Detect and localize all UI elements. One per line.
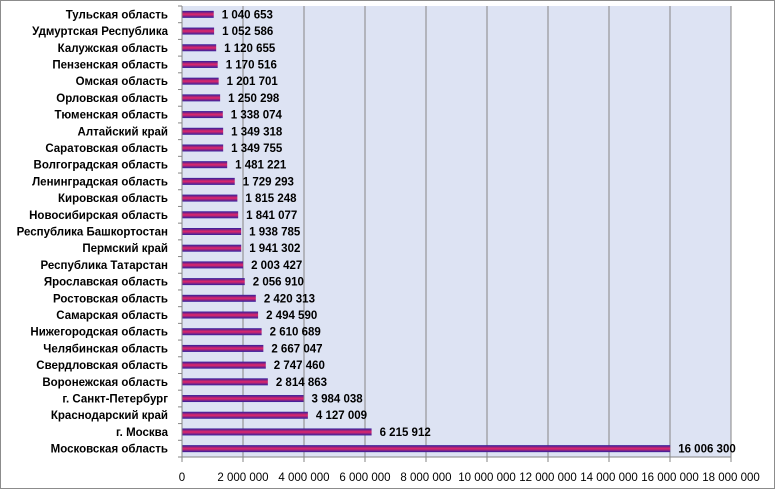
bar bbox=[182, 161, 228, 169]
x-tick-label: 0 bbox=[179, 472, 185, 484]
data-label: 1 841 077 bbox=[246, 210, 297, 222]
data-label: 1 941 302 bbox=[249, 243, 300, 255]
data-label: 1 729 293 bbox=[243, 176, 294, 188]
category-label: Московская область bbox=[51, 444, 168, 456]
category-label: Воронежская область bbox=[42, 377, 168, 389]
x-tick-label: 6 000 000 bbox=[339, 472, 390, 484]
category-label: Самарская область bbox=[56, 310, 168, 322]
x-tick-label: 4 000 000 bbox=[278, 472, 329, 484]
category-label: Саратовская область bbox=[45, 143, 168, 155]
category-label: Тульская область bbox=[66, 9, 168, 21]
data-label: 1 481 221 bbox=[235, 160, 287, 172]
category-label: Ростовская область bbox=[53, 293, 168, 305]
category-label: Пензенская область bbox=[52, 59, 168, 71]
category-label: Новосибирская область bbox=[29, 210, 168, 222]
category-label: Кировская область bbox=[58, 193, 168, 205]
x-tick-label: 18 000 000 bbox=[702, 472, 760, 484]
bar bbox=[182, 328, 262, 336]
bar bbox=[182, 127, 224, 135]
bar bbox=[182, 10, 214, 18]
category-label: Свердловская область bbox=[36, 360, 168, 372]
data-label: 1 040 653 bbox=[222, 9, 273, 21]
bar bbox=[182, 361, 266, 369]
category-label: Ленинградская область bbox=[32, 176, 168, 188]
x-tick-label: 8 000 000 bbox=[400, 472, 451, 484]
data-label: 3 984 038 bbox=[312, 394, 364, 406]
data-label: 1 938 785 bbox=[249, 227, 301, 239]
category-label: г. Москва bbox=[116, 427, 169, 439]
data-label: 1 815 248 bbox=[245, 193, 297, 205]
bar bbox=[182, 278, 245, 286]
category-label: Республика Татарстан bbox=[41, 260, 169, 272]
bar bbox=[182, 378, 268, 386]
bar bbox=[182, 111, 223, 119]
bar bbox=[182, 244, 242, 252]
axes: 0 2 000 000 4 000 000 6 000 000 8 000 000 10 … bbox=[178, 5, 760, 484]
data-label: 6 215 912 bbox=[380, 427, 431, 439]
x-tick-label: 12 000 000 bbox=[519, 472, 577, 484]
gridlines bbox=[242, 6, 732, 457]
category-label: Удмуртская Республика bbox=[32, 26, 168, 38]
data-label: 2 056 910 bbox=[253, 277, 304, 289]
bar bbox=[182, 177, 235, 185]
bar bbox=[182, 411, 308, 419]
plot-area bbox=[182, 6, 731, 457]
data-label: 1 250 298 bbox=[228, 93, 280, 105]
bar bbox=[182, 395, 304, 403]
category-label: Волгоградская область bbox=[34, 160, 168, 172]
x-tick-label: 10 000 000 bbox=[458, 472, 516, 484]
category-label: Челябинская область bbox=[43, 343, 168, 355]
bar bbox=[182, 228, 242, 235]
category-label: Краснодарский край bbox=[51, 410, 168, 422]
data-label: 2 814 863 bbox=[276, 377, 327, 389]
bar bbox=[182, 27, 215, 35]
category-label: Калужская область bbox=[58, 43, 168, 55]
x-tick-label: 14 000 000 bbox=[580, 472, 638, 484]
data-label: 2 003 427 bbox=[251, 260, 302, 272]
category-label: г. Санкт-Петербург bbox=[62, 394, 168, 406]
data-label: 1 170 516 bbox=[226, 59, 277, 71]
bar bbox=[182, 94, 221, 102]
bar bbox=[182, 311, 259, 319]
bar bbox=[182, 445, 671, 453]
category-label: Ярославская область bbox=[44, 277, 168, 289]
data-label: 2 747 460 bbox=[274, 360, 325, 372]
category-label: Тюменская область bbox=[55, 110, 168, 122]
bars bbox=[182, 10, 671, 453]
labels: Тульская область 1 040 653 Удмуртская Респ… bbox=[17, 9, 736, 455]
data-label: 1 201 701 bbox=[227, 76, 279, 88]
bar bbox=[182, 261, 244, 269]
bar bbox=[182, 344, 264, 352]
bar bbox=[182, 294, 256, 302]
bar bbox=[182, 44, 217, 52]
data-label: 1 349 755 bbox=[231, 143, 283, 155]
bar bbox=[182, 194, 238, 202]
category-label: Республика Башкортостан bbox=[17, 227, 168, 239]
category-label: Пермский край bbox=[82, 243, 168, 255]
bar bbox=[182, 77, 219, 85]
category-label: Омская область bbox=[76, 76, 168, 88]
bar bbox=[182, 144, 224, 152]
bar bbox=[182, 428, 372, 436]
data-label: 16 006 300 bbox=[678, 444, 736, 456]
x-tick-label: 16 000 000 bbox=[641, 472, 699, 484]
data-label: 2 610 689 bbox=[270, 327, 321, 339]
data-label: 2 494 590 bbox=[266, 310, 317, 322]
data-label: 1 052 586 bbox=[222, 26, 273, 38]
bar bbox=[182, 211, 239, 219]
data-label: 4 127 009 bbox=[316, 410, 367, 422]
x-tick-label: 2 000 000 bbox=[217, 472, 268, 484]
bar bbox=[182, 60, 218, 68]
category-label: Орловская область bbox=[56, 93, 168, 105]
data-label: 2 667 047 bbox=[271, 343, 322, 355]
data-label: 1 349 318 bbox=[231, 126, 283, 138]
data-label: 2 420 313 bbox=[264, 293, 315, 305]
data-label: 1 120 655 bbox=[224, 43, 276, 55]
category-label: Нижегородская область bbox=[30, 327, 168, 339]
category-label: Алтайский край bbox=[78, 126, 168, 138]
data-label: 1 338 074 bbox=[231, 110, 283, 122]
